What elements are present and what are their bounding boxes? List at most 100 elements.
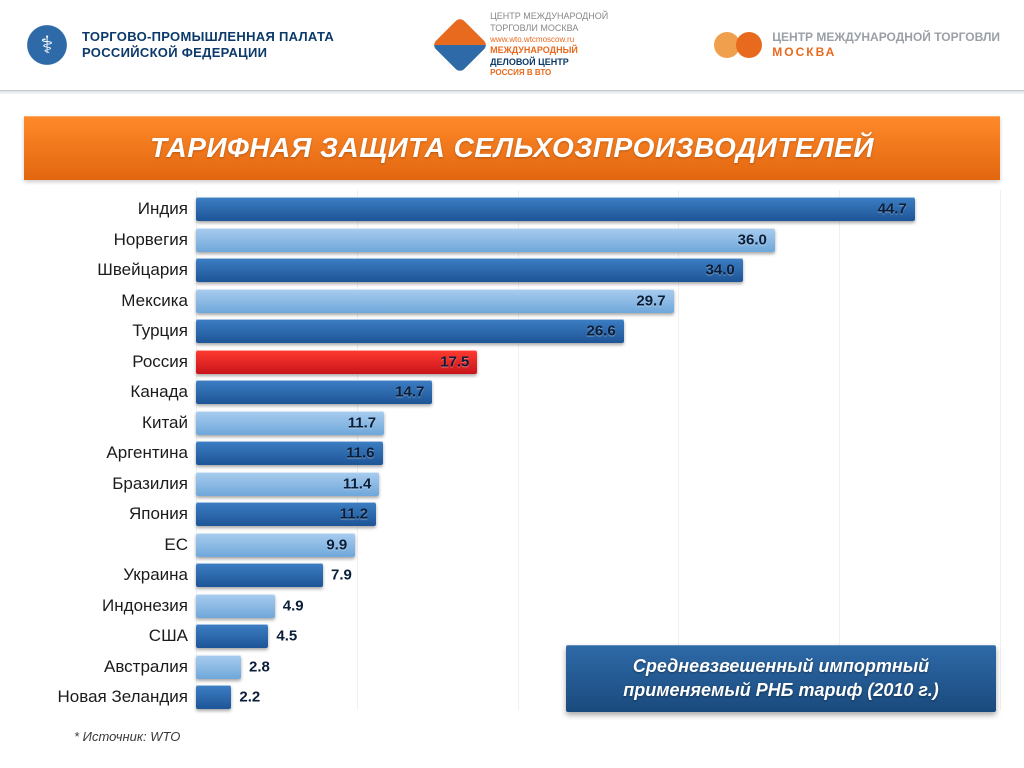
- bar-value: 4.5: [276, 628, 297, 645]
- bar-wrap: 29.7: [196, 289, 1000, 313]
- chart: Индия 44.7 Норвегия 36.0 Швейцария 34.0 Мексик…: [24, 190, 1000, 750]
- row-label: ЕС: [24, 535, 196, 555]
- bar-wrap: 11.4: [196, 472, 1000, 496]
- chart-row: Россия 17.5: [24, 347, 1000, 378]
- chart-row: ЕС 9.9: [24, 530, 1000, 561]
- bar: 44.7: [196, 197, 915, 221]
- row-label: Украина: [24, 565, 196, 585]
- bar-value: 11.7: [348, 414, 376, 431]
- bar-wrap: 44.7: [196, 197, 1000, 221]
- row-label: Швейцария: [24, 260, 196, 280]
- bar-wrap: 9.9: [196, 533, 1000, 557]
- bar-value: 11.2: [340, 506, 368, 523]
- row-label: Китай: [24, 413, 196, 433]
- bar: 34.0: [196, 258, 743, 282]
- bar-value: 34.0: [706, 262, 735, 279]
- row-label: США: [24, 626, 196, 646]
- chart-row: Индия 44.7: [24, 194, 1000, 225]
- bar-value: 44.7: [878, 201, 907, 218]
- org-mid-l3: МЕЖДУНАРОДНЫЙ: [490, 45, 608, 57]
- bar: 11.7: [196, 411, 384, 435]
- bar-wrap: 7.9: [196, 563, 1000, 587]
- org-left-line1: ТОРГОВО-ПРОМЫШЛЕННАЯ ПАЛАТА: [82, 29, 334, 45]
- bar: 11.6: [196, 441, 383, 465]
- chart-row: Бразилия11.4: [24, 469, 1000, 500]
- bar-value: 9.9: [326, 536, 347, 553]
- bar: 26.6: [196, 319, 624, 343]
- header: ⚕ ТОРГОВО-ПРОМЫШЛЕННАЯ ПАЛАТА РОССИЙСКОЙ…: [0, 0, 1024, 90]
- bar-wrap: 36.0: [196, 228, 1000, 252]
- row-label: Индонезия: [24, 596, 196, 616]
- bar-value: 14.7: [395, 384, 424, 401]
- org-right-l2: МОСКВА: [772, 45, 1000, 60]
- org-mid-l4: ДЕЛОВОЙ ЦЕНТР: [490, 57, 608, 69]
- chart-row: Канада 14.7: [24, 377, 1000, 408]
- chart-row: Турция 26.6: [24, 316, 1000, 347]
- bar: [196, 594, 275, 618]
- bar-value: 36.0: [738, 231, 767, 248]
- chart-row: Индонезия 4.9: [24, 591, 1000, 622]
- bar: 11.4: [196, 472, 379, 496]
- row-label: Россия: [24, 352, 196, 372]
- bar: 36.0: [196, 228, 775, 252]
- legend: Средневзвешенный импортный применяемый Р…: [566, 645, 996, 712]
- bar-wrap: 26.6: [196, 319, 1000, 343]
- bar-wrap: 14.7: [196, 380, 1000, 404]
- org-left-name: ТОРГОВО-ПРОМЫШЛЕННАЯ ПАЛАТА РОССИЙСКОЙ Ф…: [82, 29, 334, 62]
- bar: 29.7: [196, 289, 674, 313]
- bar-value: 26.6: [587, 323, 616, 340]
- org-mid-l5: РОССИЯ В ВТО: [490, 68, 608, 78]
- bar: [196, 624, 268, 648]
- row-label: Новая Зеландия: [24, 687, 196, 707]
- bar-wrap: 11.6: [196, 441, 1000, 465]
- row-label: Норвегия: [24, 230, 196, 250]
- page-title: ТАРИФНАЯ ЗАЩИТА СЕЛЬХОЗПРОИЗВОДИТЕЛЕЙ: [24, 116, 1000, 180]
- org-mid-l1b: ТОРГОВЛИ МОСКВА: [490, 23, 608, 35]
- bar: 17.5: [196, 350, 477, 374]
- bar: 11.2: [196, 502, 376, 526]
- org-right-text: ЦЕНТР МЕЖДУНАРОДНОЙ ТОРГОВЛИ МОСКВА: [772, 30, 1000, 60]
- bar: 14.7: [196, 380, 432, 404]
- org-left-line2: РОССИЙСКОЙ ФЕДЕРАЦИИ: [82, 45, 334, 61]
- bar-value: 4.9: [283, 597, 304, 614]
- org-left: ⚕ ТОРГОВО-ПРОМЫШЛЕННАЯ ПАЛАТА РОССИЙСКОЙ…: [24, 22, 334, 68]
- bar-wrap: 4.9: [196, 594, 1000, 618]
- chart-row: Швейцария 34.0: [24, 255, 1000, 286]
- org-mid-l2: www.wto.wtcmoscow.ru: [490, 35, 608, 45]
- chart-row: Мексика 29.7: [24, 286, 1000, 317]
- row-label: Австралия: [24, 657, 196, 677]
- chart-rows: Индия 44.7 Норвегия 36.0 Швейцария 34.0 Мексик…: [24, 194, 1000, 713]
- bar-value: 11.4: [343, 475, 371, 492]
- chart-row: Япония11.2: [24, 499, 1000, 530]
- bar-value: 2.8: [249, 658, 270, 675]
- globe-icon: [714, 30, 762, 60]
- bar-wrap: 11.2: [196, 502, 1000, 526]
- bar: [196, 655, 241, 679]
- bar-value: 2.2: [239, 689, 260, 706]
- bar-wrap: 11.7: [196, 411, 1000, 435]
- bar-value: 11.6: [346, 445, 374, 462]
- divider: [0, 90, 1024, 94]
- row-label: Индия: [24, 199, 196, 219]
- chart-row: Украина 7.9: [24, 560, 1000, 591]
- diamond-icon: [432, 17, 489, 74]
- bar-value: 29.7: [636, 292, 665, 309]
- row-label: Мексика: [24, 291, 196, 311]
- chart-row: Норвегия 36.0: [24, 225, 1000, 256]
- row-label: Турция: [24, 321, 196, 341]
- bar-wrap: 17.5: [196, 350, 1000, 374]
- org-mid-l1: ЦЕНТР МЕЖДУНАРОДНОЙ: [490, 11, 608, 23]
- bar-value: 7.9: [331, 567, 352, 584]
- row-label: Канада: [24, 382, 196, 402]
- source-note: * Источник: WTO: [74, 729, 180, 744]
- chart-row: Китай 11.7: [24, 408, 1000, 439]
- bar-value: 17.5: [440, 353, 469, 370]
- bar: 9.9: [196, 533, 355, 557]
- org-mid: ЦЕНТР МЕЖДУНАРОДНОЙ ТОРГОВЛИ МОСКВА www.…: [440, 11, 608, 79]
- bar: [196, 685, 231, 709]
- chart-row: Аргентина 11.6: [24, 438, 1000, 469]
- row-label: Аргентина: [24, 443, 196, 463]
- bar: [196, 563, 323, 587]
- caduceus-icon: ⚕: [24, 22, 70, 68]
- bar-wrap: 34.0: [196, 258, 1000, 282]
